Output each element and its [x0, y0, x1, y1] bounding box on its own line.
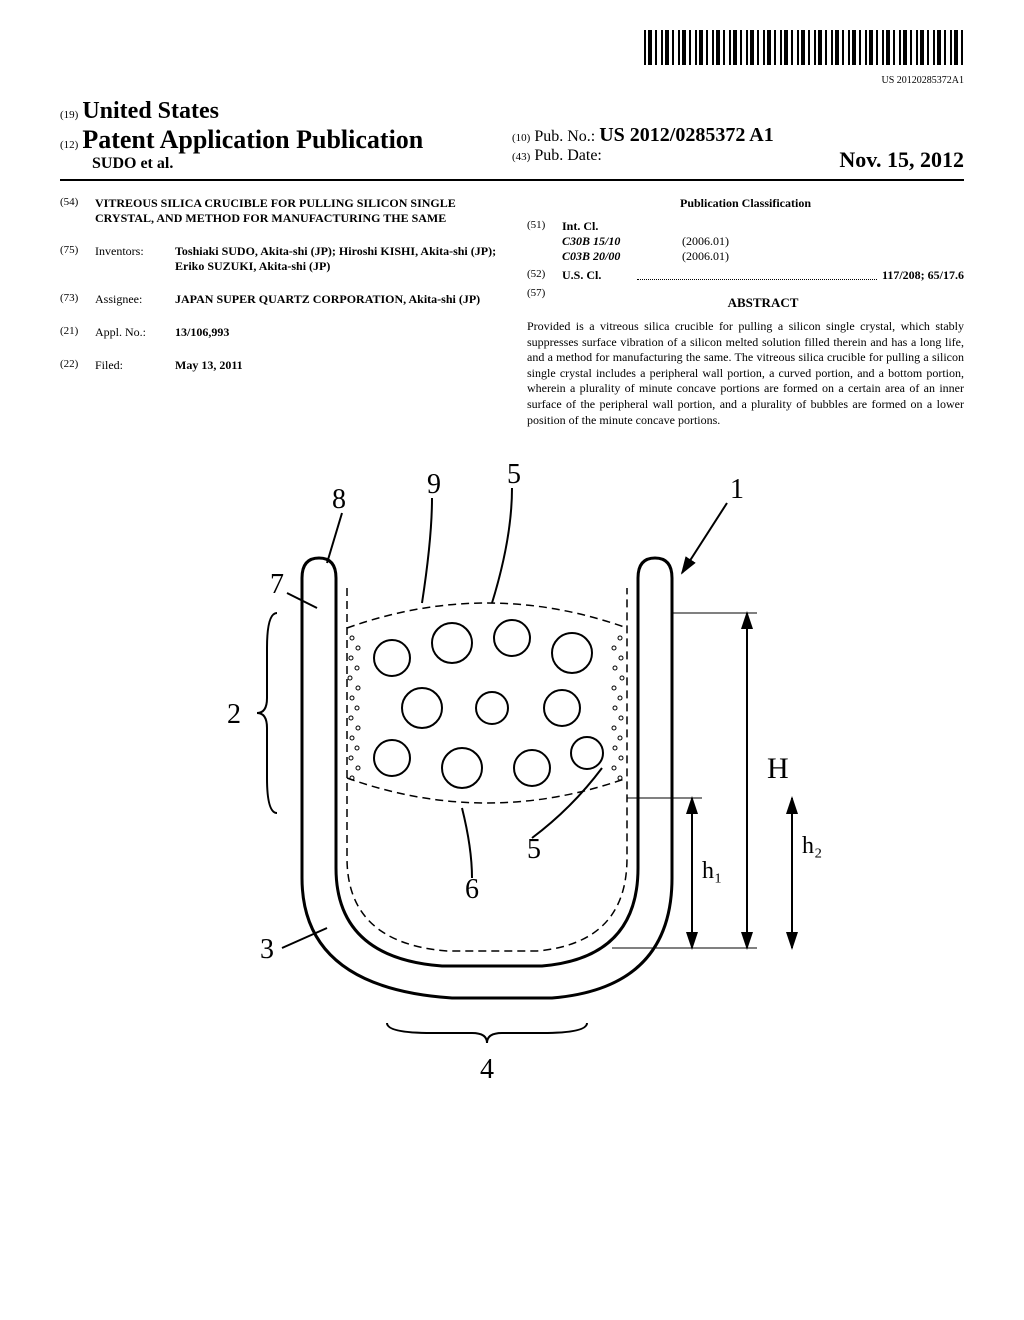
label-9: 9 — [427, 469, 441, 500]
uscl-row: U.S. Cl. 117/208; 65/17.6 — [562, 268, 964, 283]
intcl-row-1: C03B 20/00 (2006.01) — [562, 249, 964, 264]
assignee-block: (73) Assignee: JAPAN SUPER QUARTZ CORPOR… — [60, 292, 497, 307]
prefix-19: (19) — [60, 109, 78, 121]
header-row: (19) United States (12) Patent Applicati… — [60, 98, 964, 181]
inventors-text: Toshiaki SUDO, Akita-shi (JP); Hiroshi K… — [175, 244, 497, 274]
inventors-label: Inventors: — [95, 244, 175, 274]
country-line: (19) United States — [60, 98, 512, 125]
intcl-num: (51) — [527, 219, 562, 264]
classification-title: Publication Classification — [527, 196, 964, 211]
label-2: 2 — [227, 699, 241, 730]
right-column: Publication Classification (51) Int. Cl.… — [527, 196, 964, 428]
leader-8 — [327, 513, 342, 563]
two-column-content: (54) VITREOUS SILICA CRUCIBLE FOR PULLIN… — [60, 196, 964, 428]
label-5-bottom: 5 — [527, 834, 541, 865]
liquid-surface-bottom — [347, 778, 627, 803]
prefix-10: (10) — [512, 132, 530, 144]
crucible-figure: 5 9 8 1 7 2 3 5 6 4 H — [172, 458, 852, 1098]
inventors-num: (75) — [60, 244, 95, 274]
header-left: (19) United States (12) Patent Applicati… — [60, 98, 512, 173]
filed-text: May 13, 2011 — [175, 358, 497, 373]
pub-no-value: US 2012/0285372 A1 — [599, 124, 773, 146]
pub-date-value: Nov. 15, 2012 — [839, 147, 964, 173]
title-num: (54) — [60, 196, 95, 226]
appl-block: (21) Appl. No.: 13/106,993 — [60, 325, 497, 340]
liquid-surface-top — [347, 603, 627, 628]
uscl-num: (52) — [527, 268, 562, 283]
appl-label: Appl. No.: — [95, 325, 175, 340]
label-7: 7 — [270, 569, 284, 600]
figure-container: 5 9 8 1 7 2 3 5 6 4 H — [60, 458, 964, 1098]
header-right: (10) Pub. No.: US 2012/0285372 A1 (43) P… — [512, 124, 964, 173]
label-H: H — [767, 752, 789, 785]
intcl-code-0: C30B 15/10 — [562, 234, 682, 249]
pub-date-label: Pub. Date: — [534, 147, 602, 164]
intcl-label: Int. Cl. — [562, 219, 964, 234]
uscl-block: (52) U.S. Cl. 117/208; 65/17.6 — [527, 268, 964, 283]
assignee-num: (73) — [60, 292, 95, 307]
intcl-year-1: (2006.01) — [682, 249, 729, 264]
intcl-row-0: C30B 15/10 (2006.01) — [562, 234, 964, 249]
leader-6 — [462, 808, 472, 878]
intcl-year-0: (2006.01) — [682, 234, 729, 249]
brace-2 — [257, 613, 277, 813]
appl-text: 13/106,993 — [175, 325, 497, 340]
assignee-label: Assignee: — [95, 292, 175, 307]
label-h2: h₂ — [802, 833, 822, 859]
abstract-num: (57) — [527, 287, 562, 319]
inventors-block: (75) Inventors: Toshiaki SUDO, Akita-shi… — [60, 244, 497, 274]
abstract-header: (57) ABSTRACT — [527, 287, 964, 319]
authors-header: SUDO et al. — [60, 155, 512, 173]
title-text: VITREOUS SILICA CRUCIBLE FOR PULLING SIL… — [95, 196, 497, 226]
filed-num: (22) — [60, 358, 95, 373]
uscl-label: U.S. Cl. — [562, 268, 632, 283]
prefix-12: (12) — [60, 139, 78, 151]
leader-5-bottom — [532, 768, 602, 838]
leader-5-top — [492, 488, 512, 603]
assignee-text: JAPAN SUPER QUARTZ CORPORATION, Akita-sh… — [175, 292, 497, 307]
barcode — [644, 30, 964, 65]
pub-no-label: Pub. No.: — [534, 128, 595, 145]
barcode-area — [60, 30, 964, 70]
intcl-block: (51) Int. Cl. C30B 15/10 (2006.01) C03B … — [527, 219, 964, 264]
leader-9 — [422, 498, 432, 603]
country: United States — [82, 98, 219, 124]
intcl-code-1: C03B 20/00 — [562, 249, 682, 264]
label-6: 6 — [465, 874, 479, 905]
uscl-value: 117/208; 65/17.6 — [882, 268, 964, 283]
abstract-title: ABSTRACT — [562, 295, 964, 311]
label-5-top: 5 — [507, 459, 521, 490]
label-h1: h₁ — [702, 858, 722, 884]
prefix-43: (43) — [512, 151, 530, 163]
pub-type: Patent Application Publication — [82, 125, 423, 154]
pub-no-line: (10) Pub. No.: US 2012/0285372 A1 — [512, 124, 964, 147]
pub-type-line: (12) Patent Application Publication — [60, 125, 512, 155]
filed-label: Filed: — [95, 358, 175, 373]
intcl-content: Int. Cl. C30B 15/10 (2006.01) C03B 20/00… — [562, 219, 964, 264]
uscl-dots — [637, 268, 877, 280]
concave-pattern-right — [612, 636, 624, 780]
filed-block: (22) Filed: May 13, 2011 — [60, 358, 497, 373]
bubbles — [374, 620, 603, 788]
concave-pattern-left — [348, 636, 360, 780]
leader-1 — [682, 503, 727, 573]
label-1: 1 — [730, 474, 744, 505]
appl-num: (21) — [60, 325, 95, 340]
barcode-doc-number: US 20120285372A1 — [60, 75, 964, 86]
left-column: (54) VITREOUS SILICA CRUCIBLE FOR PULLIN… — [60, 196, 497, 428]
label-3: 3 — [260, 934, 274, 965]
pub-date-line: (43) Pub. Date: Nov. 15, 2012 — [512, 147, 964, 165]
brace-4 — [387, 1023, 587, 1043]
abstract-text: Provided is a vitreous silica crucible f… — [527, 319, 964, 428]
title-block: (54) VITREOUS SILICA CRUCIBLE FOR PULLIN… — [60, 196, 497, 226]
label-4: 4 — [480, 1054, 494, 1085]
label-8: 8 — [332, 484, 346, 515]
